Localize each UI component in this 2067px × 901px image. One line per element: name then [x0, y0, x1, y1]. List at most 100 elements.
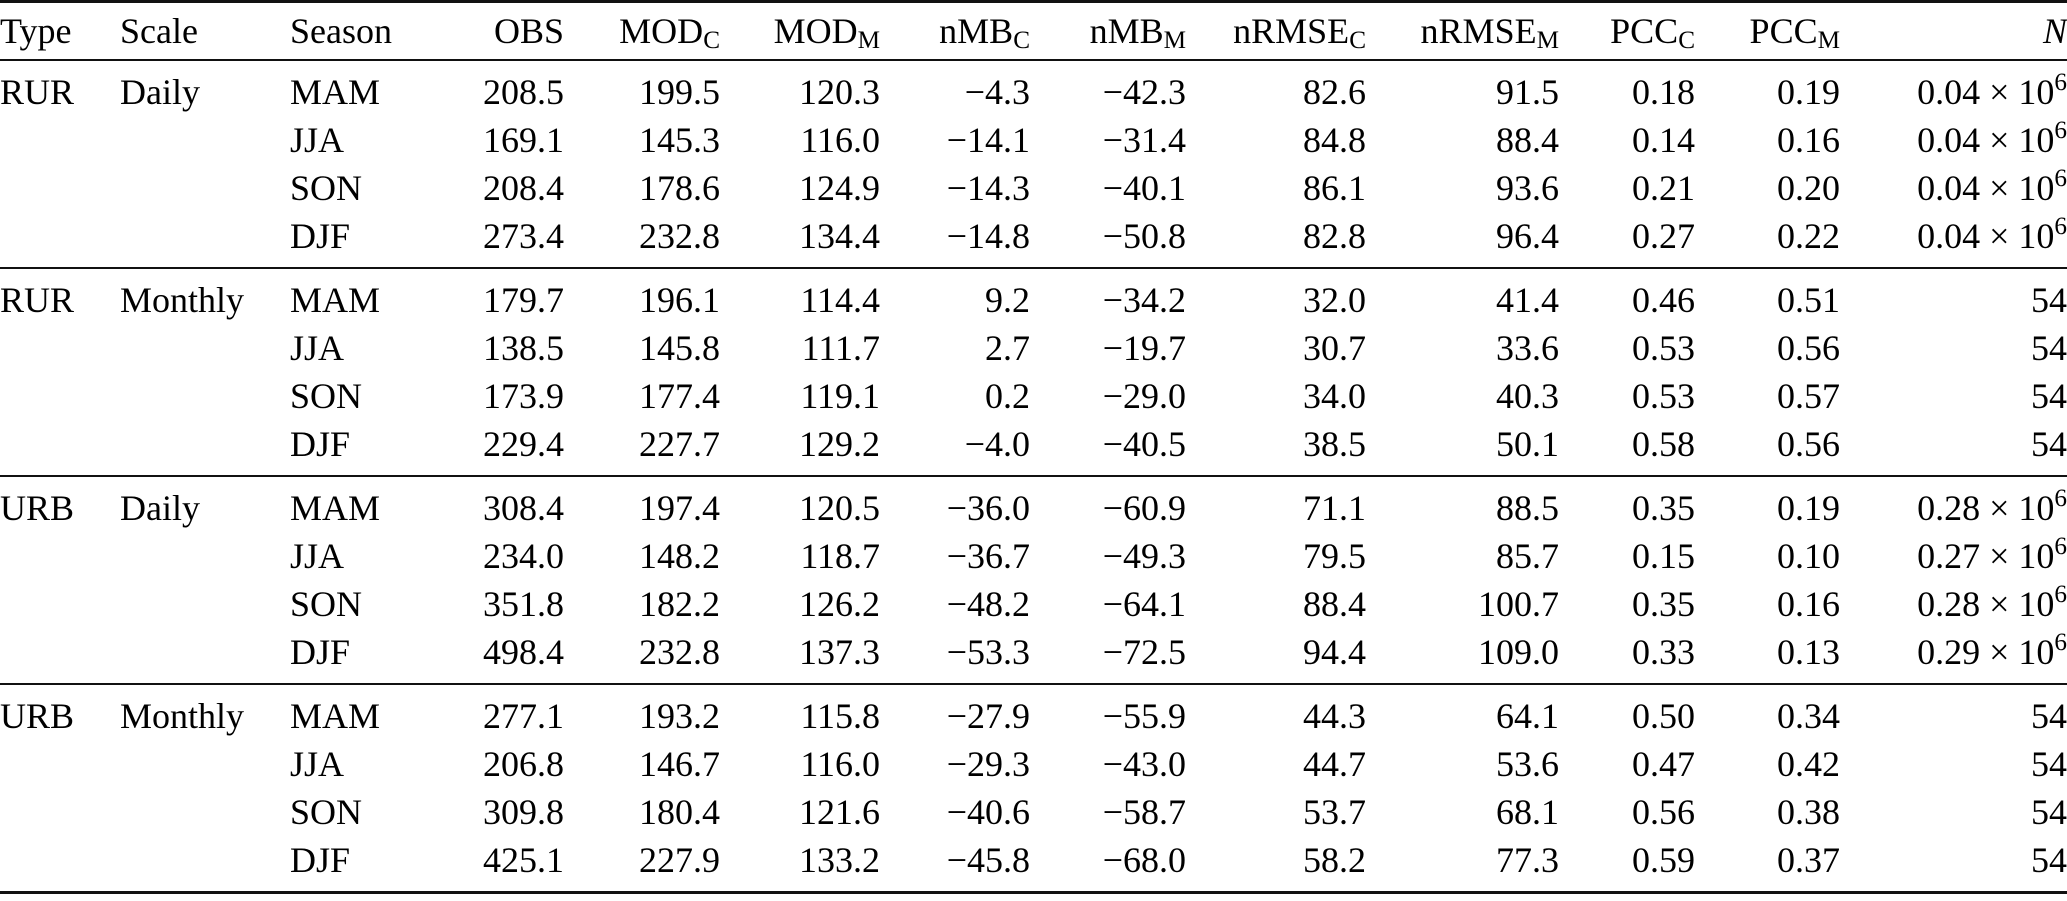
- header-subscript: C: [1013, 26, 1030, 54]
- cell-pcc-m: 0.38: [1777, 792, 1840, 832]
- cell-nmb-c: −14.1: [946, 120, 1030, 160]
- exponent: 6: [2054, 485, 2067, 513]
- cell-nrmse-c: 38.5: [1303, 424, 1366, 464]
- cell-nmb-m: −58.7: [1102, 792, 1186, 832]
- cell-scale: Daily: [120, 475, 290, 532]
- cell-n: 0.28 × 106: [1840, 475, 2067, 532]
- cell-nrmse-c: 82.8: [1303, 216, 1366, 256]
- cell-scale: [120, 212, 290, 268]
- cell-nmb-m: −29.0: [1102, 376, 1186, 416]
- cell-nmb-m: −50.8: [1102, 216, 1186, 256]
- cell-nmb-m: −49.3: [1102, 536, 1186, 576]
- column-header-modc: MODC: [564, 1, 720, 61]
- cell-nmb-c: −14.8: [946, 216, 1030, 256]
- cell-n: 0.28 × 106: [1917, 581, 2067, 624]
- cell-pcc-m: 0.34: [1695, 683, 1840, 740]
- cell-nmb-m: −19.7: [1102, 328, 1186, 368]
- cell-nmb-m: −43.0: [1102, 744, 1186, 784]
- exponent: 6: [2054, 213, 2067, 241]
- cell-pcc-m: 0.57: [1777, 376, 1840, 416]
- cell-n: 0.04 × 106: [1917, 213, 2067, 256]
- cell-nmb-c: −14.3: [946, 168, 1030, 208]
- cell-season: SON: [290, 792, 363, 832]
- cell-nmb-m: −31.4: [1102, 120, 1186, 160]
- cell-pcc-c: 0.58: [1632, 424, 1695, 464]
- table-row-rur-monthly-djf: DJF 229.4 227.7 129.2 −4.0 −40.5 38.5 50.1 0.58 0…: [0, 420, 2067, 476]
- cell-type: [0, 164, 120, 212]
- column-header-nrmsec: nRMSEC: [1186, 1, 1366, 61]
- cell-nmb-m: −60.9: [1030, 475, 1186, 532]
- cell-obs: 277.1: [435, 683, 564, 740]
- cell-obs: 229.4: [483, 424, 564, 464]
- table-row-urb-daily-mam: URB Daily MAM 308.4 197.4 120.5 −36.0 −60.9 71.1…: [0, 475, 2067, 532]
- cell-pcc-c: 0.53: [1632, 328, 1695, 368]
- cell-mod-m: 137.3: [799, 632, 880, 672]
- cell-scale: [120, 420, 290, 476]
- cell-obs: 308.4: [435, 475, 564, 532]
- cell-nrmse-m: 100.7: [1478, 584, 1559, 624]
- cell-obs: 498.4: [483, 632, 564, 672]
- column-header-pccc: PCCC: [1559, 1, 1695, 61]
- cell-nmb-c: −36.7: [946, 536, 1030, 576]
- cell-pcc-c: 0.46: [1559, 267, 1695, 324]
- cell-pcc-m: 0.51: [1695, 267, 1840, 324]
- cell-season: SON: [290, 584, 363, 624]
- cell-nmb-m: −34.2: [1030, 267, 1186, 324]
- cell-pcc-c: 0.53: [1632, 376, 1695, 416]
- cell-n: 0.04 × 106: [1917, 165, 2067, 208]
- cell-scale: [120, 580, 290, 628]
- table-row-urb-monthly-djf: DJF 425.1 227.9 133.2 −45.8 −68.0 58.2 77.3 0.59…: [0, 836, 2067, 893]
- cell-pcc-c: 0.56: [1632, 792, 1695, 832]
- cell-n: 0.04 × 106: [1917, 117, 2067, 160]
- cell-nmb-c: −4.3: [964, 72, 1030, 112]
- header-subscript: C: [1349, 26, 1366, 54]
- cell-mod-m: 116.0: [800, 744, 880, 784]
- cell-pcc-m: 0.10: [1777, 536, 1840, 576]
- cell-scale: Monthly: [120, 267, 290, 324]
- cell-pcc-c: 0.33: [1632, 632, 1695, 672]
- cell-nrmse-m: 41.4: [1366, 267, 1559, 324]
- cell-nrmse-c: 84.8: [1303, 120, 1366, 160]
- cell-mod-c: 177.4: [639, 376, 720, 416]
- cell-nmb-m: −42.3: [1102, 72, 1186, 112]
- column-header-season: Season: [290, 1, 435, 61]
- table-row-rur-daily-djf: DJF 273.4 232.8 134.4 −14.8 −50.8 82.8 96.4 0.27…: [0, 212, 2067, 268]
- cell-nrmse-c: 94.4: [1303, 632, 1366, 672]
- cell-nmb-m: −72.5: [1102, 632, 1186, 672]
- cell-scale: [120, 836, 290, 893]
- table-row-rur-monthly-mam: RUR Monthly MAM 179.7 196.1 114.4 9.2 −34.2 32.0…: [0, 267, 2067, 324]
- cell-nrmse-m: 91.5: [1496, 72, 1559, 112]
- cell-obs: 208.5: [483, 72, 564, 112]
- cell-mod-m: 133.2: [799, 840, 880, 880]
- table-row-rur-monthly-jja: JJA 138.5 145.8 111.7 2.7 −19.7 30.7 33.6 0.53 0.…: [0, 324, 2067, 372]
- cell-mod-m: 121.6: [799, 792, 880, 832]
- cell-nrmse-c: 44.3: [1186, 683, 1366, 740]
- cell-season: DJF: [290, 424, 351, 464]
- header-subscript: M: [1536, 26, 1559, 54]
- cell-nmb-m: −68.0: [1102, 840, 1186, 880]
- cell-season: SON: [290, 168, 363, 208]
- exponent: 6: [2054, 581, 2067, 609]
- cell-mod-c: 146.7: [639, 744, 720, 784]
- cell-mod-c: 232.8: [639, 216, 720, 256]
- cell-mod-c: 193.2: [564, 683, 720, 740]
- cell-nmb-c: 0.2: [985, 376, 1030, 416]
- cell-n: 0.29 × 106: [1917, 629, 2067, 672]
- cell-type: [0, 324, 120, 372]
- cell-pcc-c: 0.35: [1559, 475, 1695, 532]
- cell-pcc-m: 0.20: [1777, 168, 1840, 208]
- cell-mod-m: 126.2: [799, 584, 880, 624]
- cell-nmb-c: −40.6: [946, 792, 1030, 832]
- cell-nrmse-m: 53.6: [1496, 744, 1559, 784]
- table-body: RUR Daily MAM 208.5 199.5 120.3 −4.3 −42.3 82.6 9…: [0, 60, 2067, 893]
- cell-nrmse-c: 34.0: [1303, 376, 1366, 416]
- header-row: Type Scale Season OBS MODC MODM nMBC nMBM nRMSEC…: [0, 1, 2067, 61]
- column-header-modm: MODM: [720, 1, 880, 61]
- cell-season: DJF: [290, 840, 351, 880]
- cell-n: 54: [2031, 744, 2067, 784]
- cell-obs: 173.9: [483, 376, 564, 416]
- cell-nrmse-c: 86.1: [1303, 168, 1366, 208]
- cell-pcc-m: 0.19: [1777, 72, 1840, 112]
- cell-type: [0, 628, 120, 684]
